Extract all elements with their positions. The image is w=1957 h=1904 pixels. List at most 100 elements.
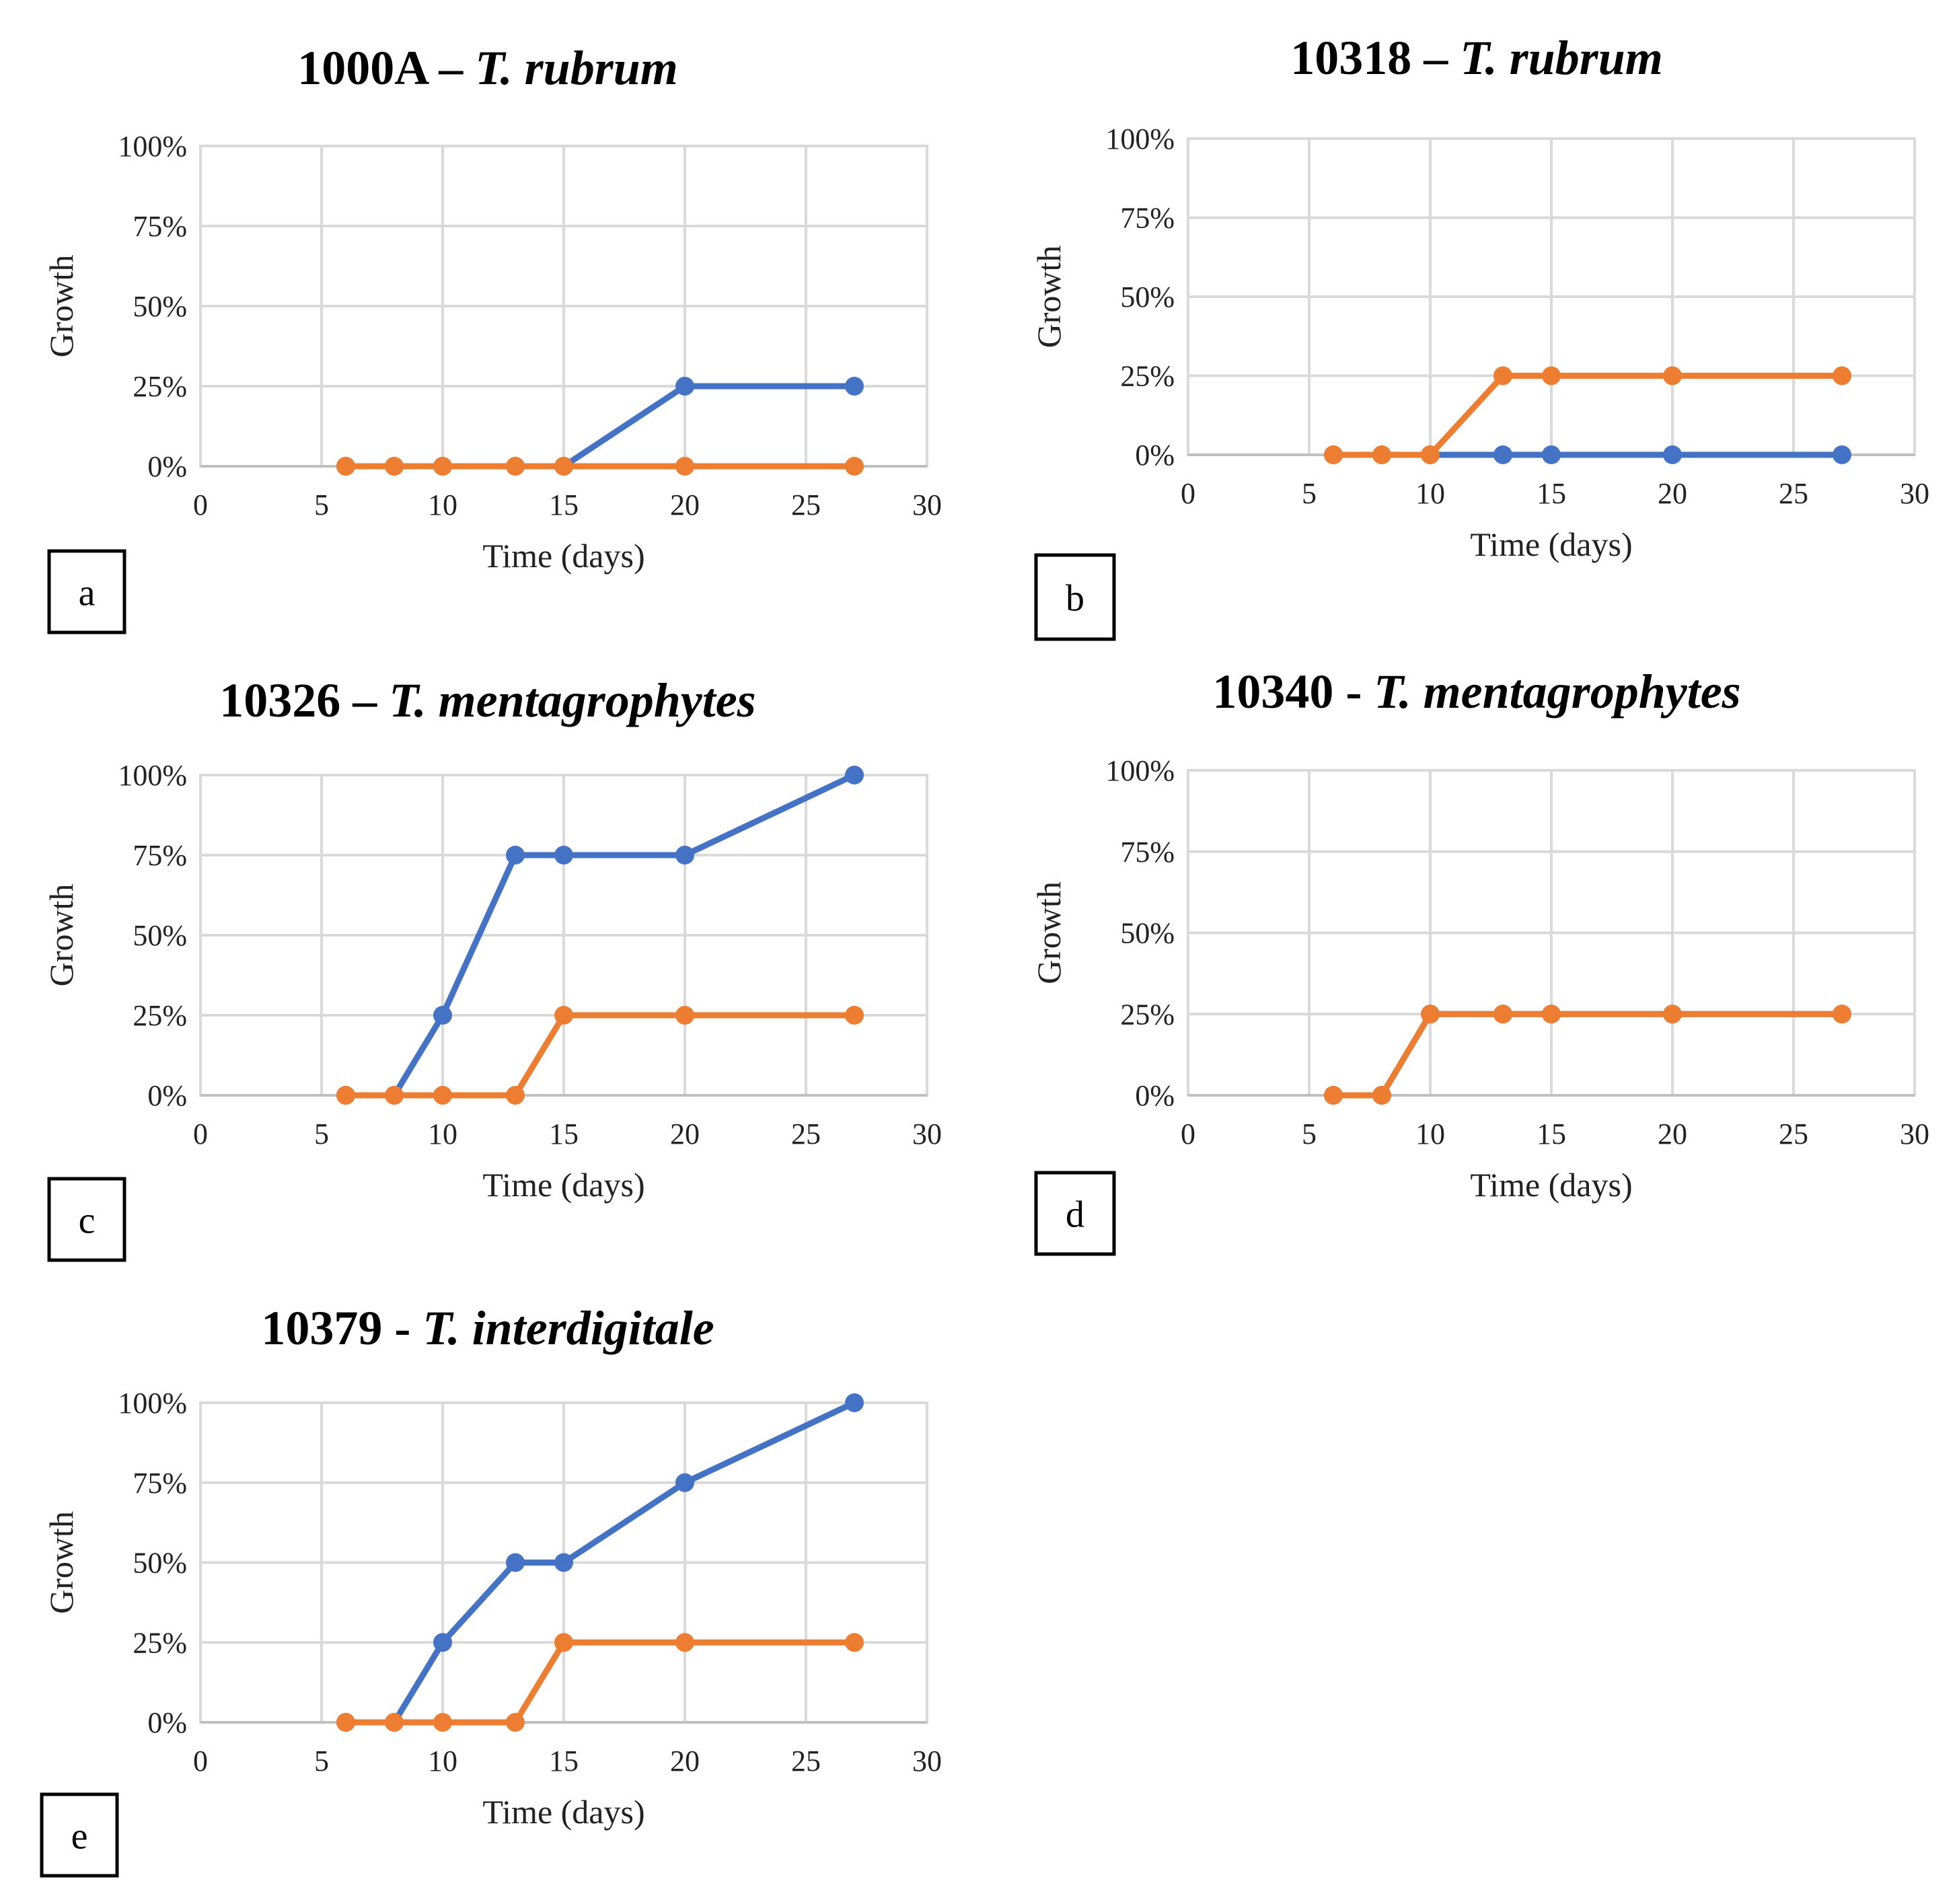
- data-point-orange: [554, 1633, 573, 1652]
- y-tick-label: 50%: [133, 1547, 187, 1580]
- x-tick-label: 5: [314, 488, 329, 521]
- data-point-orange: [1421, 445, 1440, 464]
- y-tick-label: 100%: [118, 1387, 187, 1420]
- data-point-orange: [506, 1713, 525, 1732]
- y-tick-label: 50%: [133, 290, 187, 323]
- series-line-orange: [342, 1639, 858, 1726]
- data-point-orange: [1372, 445, 1391, 464]
- data-point-orange: [675, 1006, 694, 1025]
- x-tick-label: 5: [314, 1118, 329, 1150]
- data-point-orange: [1833, 366, 1851, 386]
- x-tick-label: 5: [314, 1745, 329, 1778]
- x-tick-label: 0: [1181, 1118, 1195, 1150]
- chart-panel-d: 10340 - T. mentagrophytes 0% 25% 50% 75% 100%…: [1030, 665, 1929, 1256]
- chart-title-species: T. rubrum: [1460, 31, 1663, 85]
- x-axis-label: Time (days): [482, 1793, 644, 1831]
- data-point-blue: [554, 1553, 573, 1572]
- panel-letter: e: [71, 1816, 88, 1858]
- chart-title: 10379 - T. interdigitale: [261, 1301, 714, 1355]
- chart-title-code: 10326 –: [219, 673, 389, 727]
- x-tick-label: 15: [1537, 1118, 1566, 1150]
- panel-letter: d: [1066, 1194, 1084, 1236]
- chart-panel-e: 10379 - T. interdigitale 0% 25% 50% 75% 100% 0…: [40, 1301, 942, 1878]
- x-tick-label: 10: [428, 1118, 457, 1150]
- x-tick-label: 25: [791, 1118, 821, 1150]
- y-tick-label: 50%: [133, 919, 187, 952]
- panel-letter: c: [79, 1200, 96, 1242]
- x-tick-label: 5: [1302, 1118, 1317, 1150]
- data-point-orange: [1493, 1004, 1512, 1024]
- x-tick-label: 15: [1537, 477, 1566, 510]
- data-point-orange: [336, 1086, 355, 1105]
- data-point-orange: [675, 1633, 694, 1652]
- x-tick-label: 10: [428, 488, 457, 521]
- y-tick-label: 75%: [133, 210, 187, 243]
- y-tick-label: 0%: [1135, 1079, 1175, 1112]
- x-tick-label: 10: [428, 1745, 457, 1778]
- panel-letter-box: [1034, 1171, 1116, 1256]
- data-point-orange: [433, 1086, 452, 1105]
- chart-title-code: 1000A –: [297, 41, 475, 95]
- chart-panel-a: 1000A – T. rubrum 0% 25% 50% 75% 100% 0 5 10 15 20…: [42, 41, 942, 634]
- y-axis-label: Growth: [42, 1511, 80, 1614]
- chart-title-code: 10318 –: [1290, 31, 1460, 85]
- y-tick-label: 100%: [118, 130, 187, 163]
- y-axis-label: Growth: [42, 255, 80, 358]
- y-tick-label: 75%: [1120, 836, 1175, 869]
- x-axis-label: Time (days): [482, 537, 644, 575]
- chart-title-species: T. rubrum: [475, 41, 678, 95]
- chart-title-species: T. interdigitale: [422, 1301, 714, 1355]
- y-tick-label: 100%: [1105, 122, 1175, 155]
- data-point-blue: [845, 377, 864, 396]
- panel-letter-box: [1034, 553, 1116, 641]
- data-point-orange: [554, 1006, 573, 1025]
- data-point-blue: [675, 846, 694, 865]
- data-point-blue: [433, 1633, 452, 1652]
- data-point-blue: [675, 377, 694, 396]
- x-tick-label: 30: [912, 488, 942, 521]
- chart-panel-b: 10318 – T. rubrum 0% 25% 50% 75% 100% 0 5 10 15 20…: [1030, 31, 1929, 641]
- x-tick-label: 25: [1779, 477, 1808, 510]
- x-tick-label: 10: [1415, 1118, 1445, 1150]
- data-point-orange: [675, 457, 694, 476]
- x-tick-label: 30: [1900, 477, 1929, 510]
- series-line-orange: [1330, 1011, 1845, 1099]
- x-tick-label: 15: [549, 488, 579, 521]
- x-axis-label: Time (days): [1470, 1166, 1632, 1204]
- data-point-blue: [845, 766, 864, 784]
- data-point-orange: [336, 457, 355, 476]
- data-point-orange: [336, 1713, 355, 1732]
- data-point-blue: [1493, 445, 1512, 464]
- chart-title: 1000A – T. rubrum: [297, 41, 678, 95]
- chart-title: 10340 - T. mentagrophytes: [1212, 665, 1740, 719]
- x-tick-label: 20: [1658, 1118, 1687, 1150]
- y-tick-label: 75%: [133, 839, 187, 872]
- data-point-blue: [1663, 445, 1682, 464]
- panel-letter-box: [47, 1177, 126, 1262]
- data-point-orange: [1663, 366, 1682, 386]
- data-point-blue: [433, 1006, 452, 1025]
- x-tick-label: 15: [549, 1745, 579, 1778]
- x-axis-label: Time (days): [482, 1166, 644, 1204]
- data-point-orange: [554, 457, 573, 476]
- data-point-orange: [385, 457, 404, 476]
- data-point-blue: [1833, 445, 1851, 464]
- x-tick-label: 5: [1302, 477, 1317, 510]
- x-tick-label: 25: [791, 488, 821, 521]
- chart-panel-c: 10326 – T. mentagrophytes 0% 25% 50% 75% 100%…: [42, 673, 942, 1262]
- panel-letter-box: [47, 549, 126, 634]
- chart-title-code: 10340 -: [1212, 665, 1374, 719]
- y-tick-label: 50%: [1120, 917, 1175, 950]
- data-point-orange: [845, 1633, 864, 1652]
- series-line-orange: [1330, 373, 1845, 458]
- x-tick-label: 20: [670, 1745, 700, 1778]
- data-point-orange: [1833, 1004, 1851, 1024]
- x-tick-label: 25: [791, 1745, 821, 1778]
- data-point-blue: [506, 1553, 525, 1572]
- panel-letter-box: [40, 1792, 119, 1878]
- series-line-blue: [1330, 1011, 1845, 1099]
- x-tick-label: 30: [1900, 1118, 1929, 1150]
- y-tick-label: 25%: [133, 1626, 187, 1659]
- data-point-blue: [845, 1393, 864, 1412]
- data-point-orange: [1324, 445, 1343, 464]
